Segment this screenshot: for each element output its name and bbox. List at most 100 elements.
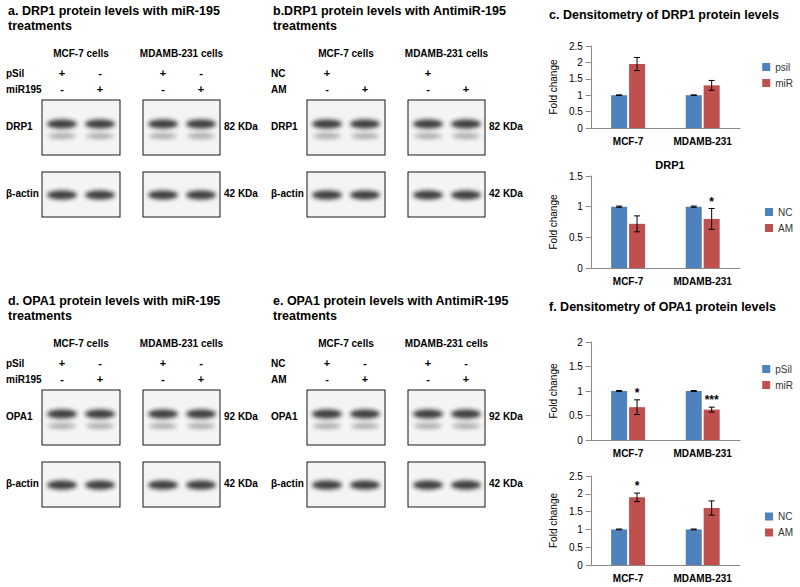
svg-text:DRP1: DRP1 [655, 159, 684, 171]
svg-text:MDAMB-231: MDAMB-231 [674, 136, 733, 147]
svg-text:42 KDa: 42 KDa [489, 478, 523, 489]
svg-text:1.5: 1.5 [569, 73, 583, 84]
svg-text:+: + [160, 357, 166, 369]
svg-text:MDAMB-231 cells: MDAMB-231 cells [405, 338, 489, 349]
svg-text:+: + [198, 373, 204, 385]
svg-text:+: + [463, 373, 469, 385]
svg-text:+: + [59, 357, 65, 369]
svg-text:MDAMB-231: MDAMB-231 [674, 276, 733, 287]
svg-text:2: 2 [577, 57, 583, 68]
svg-text:1.5: 1.5 [569, 506, 583, 517]
svg-text:1.5: 1.5 [569, 171, 583, 182]
svg-text:***: *** [705, 393, 719, 407]
svg-text:+: + [425, 67, 431, 79]
svg-text:MCF-7: MCF-7 [613, 448, 644, 459]
svg-text:+: + [160, 67, 166, 79]
svg-text:2: 2 [577, 488, 583, 499]
svg-text:0.5: 0.5 [569, 542, 583, 553]
svg-text:-: - [426, 373, 430, 385]
svg-text:NC: NC [778, 207, 792, 218]
svg-text:MCF-7 cells: MCF-7 cells [318, 338, 374, 349]
svg-text:OPA1: OPA1 [6, 411, 33, 422]
svg-text:MDAMB-231: MDAMB-231 [674, 448, 733, 459]
svg-text:42 KDa: 42 KDa [224, 478, 258, 489]
svg-text:+: + [362, 83, 368, 95]
svg-text:Fold change: Fold change [548, 59, 559, 114]
svg-text:0: 0 [577, 435, 583, 446]
svg-text:-: - [325, 373, 329, 385]
svg-text:NC: NC [778, 511, 792, 522]
svg-text:OPA1: OPA1 [271, 411, 298, 422]
svg-text:+: + [97, 373, 103, 385]
svg-text:2.5: 2.5 [569, 41, 583, 52]
svg-text:-: - [325, 83, 329, 95]
svg-text:pSil: pSil [6, 68, 25, 79]
svg-text:-: - [199, 67, 203, 79]
svg-text:pSil: pSil [6, 358, 25, 369]
svg-text:*: * [635, 386, 640, 400]
svg-text:psil: psil [775, 62, 790, 73]
svg-text:MCF-7 cells: MCF-7 cells [53, 338, 109, 349]
svg-text:0.5: 0.5 [569, 106, 583, 117]
svg-text:c. Densitometry of DRP1 protei: c. Densitometry of DRP1 protein levels [549, 8, 779, 22]
svg-text:AM: AM [778, 527, 793, 538]
svg-text:+: + [324, 67, 330, 79]
svg-text:42 KDa: 42 KDa [224, 188, 258, 199]
svg-text:92 KDa: 92 KDa [489, 411, 523, 422]
svg-text:*: * [635, 479, 640, 493]
svg-text:+: + [97, 83, 103, 95]
svg-text:0: 0 [577, 123, 583, 134]
svg-text:MCF-7: MCF-7 [613, 573, 644, 584]
svg-text:DRP1: DRP1 [271, 121, 298, 132]
svg-text:-: - [199, 357, 203, 369]
svg-text:miR: miR [775, 380, 793, 391]
svg-text:β-actin: β-actin [271, 478, 304, 489]
svg-text:1.5: 1.5 [569, 361, 583, 372]
svg-text:AM: AM [778, 223, 793, 234]
svg-text:+: + [463, 83, 469, 95]
svg-text:-: - [60, 373, 64, 385]
svg-text:MCF-7: MCF-7 [613, 276, 644, 287]
svg-text:NC: NC [271, 358, 285, 369]
svg-text:Fold change: Fold change [548, 363, 559, 418]
svg-text:+: + [362, 373, 368, 385]
svg-text:-: - [98, 357, 102, 369]
svg-text:miR: miR [775, 78, 793, 89]
svg-text:2.5: 2.5 [569, 471, 583, 482]
svg-text:82 KDa: 82 KDa [224, 121, 258, 132]
svg-text:1: 1 [577, 386, 583, 397]
svg-text:-: - [464, 357, 468, 369]
svg-text:82 KDa: 82 KDa [489, 121, 523, 132]
svg-text:miR195: miR195 [6, 84, 42, 95]
svg-text:NC: NC [271, 68, 285, 79]
svg-text:-: - [60, 83, 64, 95]
svg-text:β-actin: β-actin [6, 478, 39, 489]
svg-text:MDAMB-231: MDAMB-231 [674, 573, 733, 584]
svg-text:-: - [161, 83, 165, 95]
svg-text:0.5: 0.5 [569, 410, 583, 421]
svg-text:MCF-7 cells: MCF-7 cells [318, 48, 374, 59]
svg-text:1: 1 [577, 201, 583, 212]
svg-text:MDAMB-231 cells: MDAMB-231 cells [140, 338, 224, 349]
svg-text:1: 1 [577, 90, 583, 101]
svg-text:f. Densitometry of OPA1 protei: f. Densitometry of OPA1 protein levels [549, 300, 776, 314]
svg-text:+: + [198, 83, 204, 95]
svg-text:MCF-7: MCF-7 [613, 136, 644, 147]
svg-text:*: * [709, 195, 714, 209]
svg-text:+: + [59, 67, 65, 79]
svg-text:AM: AM [271, 374, 287, 385]
svg-text:-: - [161, 373, 165, 385]
svg-text:0.5: 0.5 [569, 232, 583, 243]
svg-text:+: + [425, 357, 431, 369]
svg-text:-: - [426, 83, 430, 95]
svg-text:β-actin: β-actin [6, 188, 39, 199]
svg-text:DRP1: DRP1 [6, 121, 33, 132]
svg-text:-: - [98, 67, 102, 79]
svg-text:0: 0 [577, 263, 583, 274]
svg-text:42 KDa: 42 KDa [489, 188, 523, 199]
svg-text:-: - [363, 357, 367, 369]
svg-text:2: 2 [577, 337, 583, 348]
svg-text:miR195: miR195 [6, 374, 42, 385]
svg-text:MDAMB-231 cells: MDAMB-231 cells [140, 48, 224, 59]
svg-text:+: + [324, 357, 330, 369]
